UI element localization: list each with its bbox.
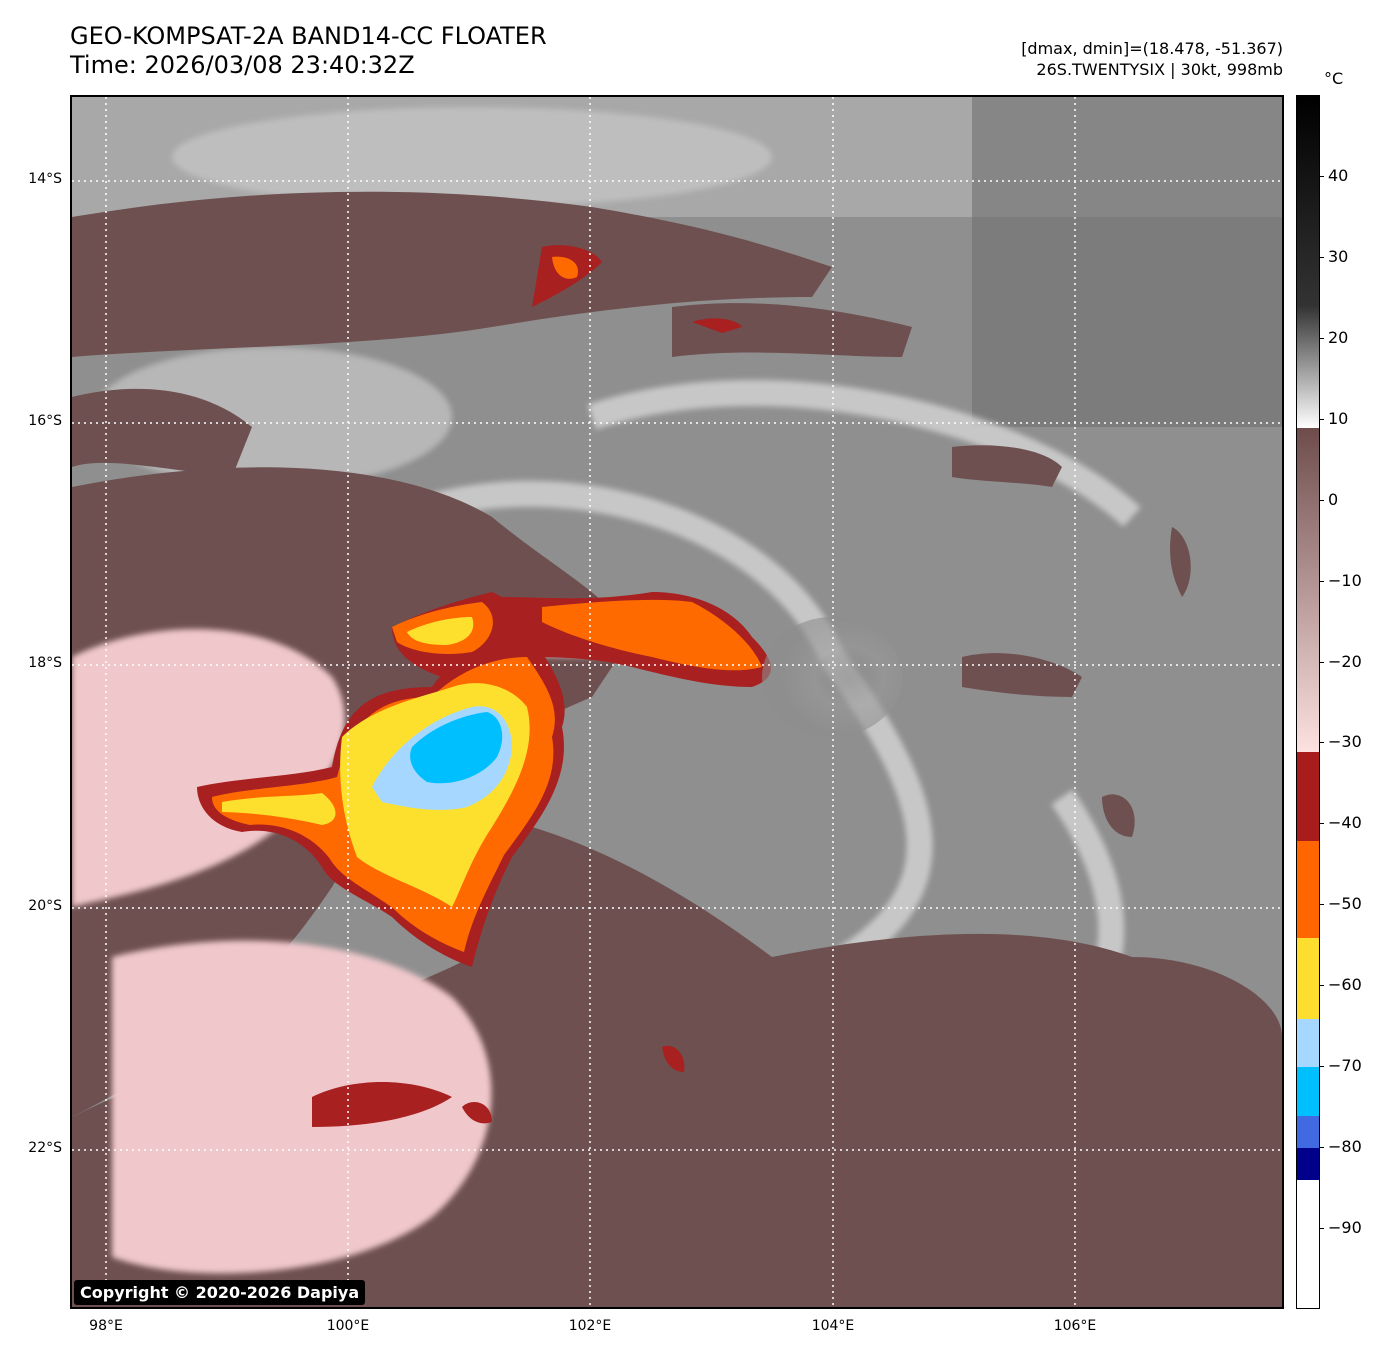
lat-label-20s: 20°S <box>28 898 62 914</box>
info-line-1: [dmax, dmin]=(18.478, -51.367) <box>1021 39 1283 58</box>
colorbar-segment <box>1297 96 1319 307</box>
info-line-2: 26S.TWENTYSIX | 30kt, 998mb <box>1036 60 1283 79</box>
colorbar-tick-label: −80 <box>1328 1137 1362 1157</box>
colorbar-segment <box>1297 751 1319 841</box>
colorbar-tick-mark <box>1320 1228 1324 1230</box>
colorbar-segment <box>1297 306 1319 428</box>
colorbar-tick-mark <box>1320 823 1324 825</box>
colorbar-tick-label: −10 <box>1328 570 1362 590</box>
colorbar-tick-label: 30 <box>1328 246 1349 266</box>
colorbar-segment <box>1297 1180 1319 1308</box>
colorbar-segment <box>1297 1067 1319 1116</box>
temperature-colorbar <box>1296 95 1320 1309</box>
lat-label-22s: 22°S <box>28 1140 62 1156</box>
colorbar-tick-label: −30 <box>1328 732 1362 752</box>
colorbar-tick-label: 0 <box>1328 489 1339 509</box>
colorbar-segment <box>1297 1148 1319 1181</box>
storm-info: [dmax, dmin]=(18.478, -51.367) 26S.TWENT… <box>1021 38 1283 80</box>
colorbar-tick-mark <box>1320 1066 1324 1068</box>
lat-label-18s: 18°S <box>28 655 62 671</box>
colorbar-unit: °C <box>1324 69 1344 88</box>
lon-label-104e: 104°E <box>811 1318 855 1334</box>
lon-label-100e: 100°E <box>326 1318 370 1334</box>
colorbar-tick-label: −70 <box>1328 1056 1362 1076</box>
lon-label-106e: 106°E <box>1053 1318 1097 1334</box>
colorbar-tick-mark <box>1320 1147 1324 1149</box>
colorbar-segment <box>1297 937 1319 1019</box>
colorbar-tick-mark <box>1320 418 1324 420</box>
colorbar-tick-label: −50 <box>1328 894 1362 914</box>
colorbar-segment <box>1297 427 1319 752</box>
colorbar-tick-mark <box>1320 661 1324 663</box>
lon-label-98e: 98°E <box>89 1318 123 1334</box>
copyright-notice: Copyright © 2020-2026 Dapiya <box>74 1280 366 1305</box>
lat-label-16s: 16°S <box>28 413 62 429</box>
lon-label-102e: 102°E <box>568 1318 612 1334</box>
colorbar-tick-label: −20 <box>1328 651 1362 671</box>
satellite-map[interactable]: Copyright © 2020-2026 Dapiya <box>70 95 1284 1309</box>
colorbar-tick-label: 10 <box>1328 408 1349 428</box>
colorbar-tick-label: 40 <box>1328 165 1349 185</box>
colorbar-tick-label: −90 <box>1328 1218 1362 1238</box>
colorbar-tick-mark <box>1320 499 1324 501</box>
colorbar-tick-mark <box>1320 256 1324 258</box>
satellite-imagery <box>72 97 1282 1307</box>
colorbar-tick-mark <box>1320 985 1324 987</box>
colorbar-tick-mark <box>1320 175 1324 177</box>
title-line-2: Time: 2026/03/08 23:40:32Z <box>70 51 415 79</box>
colorbar-segment <box>1297 1115 1319 1149</box>
colorbar-tick-mark <box>1320 337 1324 339</box>
colorbar-tick-label: −60 <box>1328 975 1362 995</box>
figure-title: GEO-KOMPSAT-2A BAND14-CC FLOATER Time: 2… <box>70 22 547 80</box>
colorbar-segment <box>1297 1018 1319 1068</box>
colorbar-segment <box>1297 840 1319 938</box>
colorbar-tick-label: 20 <box>1328 327 1349 347</box>
colorbar-tick-mark <box>1320 742 1324 744</box>
colorbar-tick-mark <box>1320 904 1324 906</box>
title-line-1: GEO-KOMPSAT-2A BAND14-CC FLOATER <box>70 22 547 50</box>
colorbar-tick-label: −40 <box>1328 813 1362 833</box>
colorbar-tick-mark <box>1320 580 1324 582</box>
lat-label-14s: 14°S <box>28 171 62 187</box>
